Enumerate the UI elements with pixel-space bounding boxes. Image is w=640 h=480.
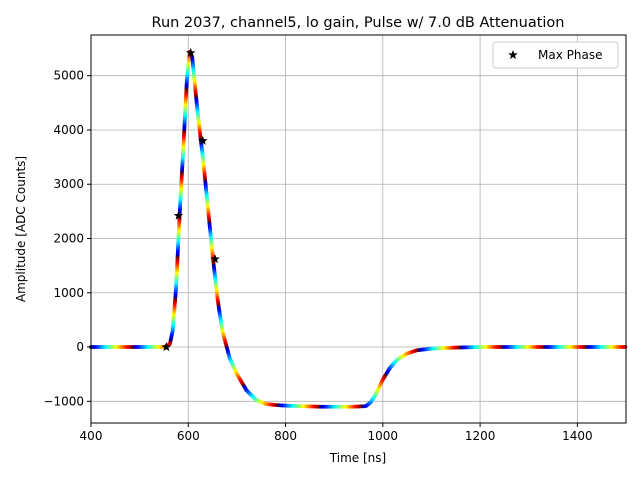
grid-lines: [90, 35, 626, 423]
max-phase-marker: [161, 342, 172, 352]
legend-box: [492, 41, 619, 69]
x-tick-label: 600: [177, 429, 200, 443]
y-tick-label: 0: [76, 340, 84, 354]
max-phase-marker: [198, 135, 208, 145]
x-axis-label: Time [ns]: [329, 451, 386, 465]
x-tick-label: 400: [80, 429, 103, 443]
pulse-point: [623, 345, 628, 349]
chart-title: Run 2037, channel5, lo gain, Pulse w/ 7.…: [152, 15, 565, 31]
max-phase-marker: [173, 210, 184, 220]
max-phase-markers: [161, 47, 220, 352]
legend: Max Phase: [492, 41, 619, 69]
x-tick-label: 1000: [368, 429, 399, 443]
legend-label-max-phase: Max Phase: [538, 48, 602, 62]
plot-frame: [90, 34, 627, 424]
y-tick-label: 3000: [53, 177, 84, 191]
y-tick-label: −1000: [43, 394, 84, 408]
y-axis-label: Amplitude [ADC Counts]: [14, 156, 28, 302]
y-tick-label: 2000: [53, 231, 84, 245]
x-tick-label: 1200: [465, 429, 496, 443]
y-tick-label: 1000: [53, 286, 84, 300]
y-tick-label: 4000: [53, 123, 84, 137]
pulse-curve: [89, 49, 628, 409]
x-tick-label: 800: [274, 429, 297, 443]
legend-star-icon: [508, 50, 518, 60]
x-tick-label: 1400: [562, 429, 593, 443]
y-tick-label: 5000: [53, 69, 84, 83]
max-phase-marker: [185, 47, 196, 57]
axis-ticks: 400 600 800 1000 1200 1400 −1000 0 1000 2000 3000 4…: [43, 69, 592, 443]
max-phase-marker: [210, 254, 220, 264]
